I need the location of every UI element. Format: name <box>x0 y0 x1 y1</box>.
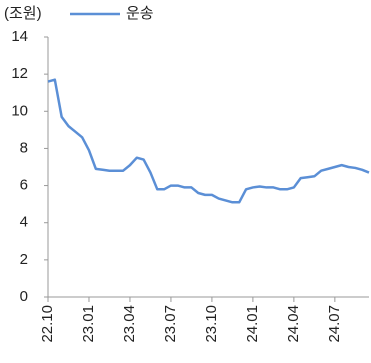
y-tick-label: 0 <box>20 288 28 305</box>
x-tick-label: 23.10 <box>203 305 220 343</box>
x-tick-label: 24.07 <box>326 305 343 343</box>
x-tick-label: 23.04 <box>121 305 138 343</box>
y-tick-label: 10 <box>11 102 28 119</box>
x-tick-label: 23.07 <box>162 305 179 343</box>
series-line <box>47 78 370 204</box>
y-tick-label: 12 <box>11 65 28 82</box>
x-tick-label: 23.01 <box>80 305 97 343</box>
y-tick-label: 6 <box>20 177 28 194</box>
x-tick-label: 22.10 <box>39 305 56 343</box>
y-tick-label: 14 <box>11 28 28 45</box>
legend-label: 운송 <box>126 5 154 22</box>
y-tick-label: 4 <box>20 214 28 231</box>
y-tick-label: 8 <box>20 139 28 156</box>
x-tick-label: 24.01 <box>244 305 261 343</box>
y-tick-label: 2 <box>20 251 28 268</box>
unit-label: (조원) <box>4 5 42 22</box>
x-tick-label: 24.04 <box>285 305 302 343</box>
